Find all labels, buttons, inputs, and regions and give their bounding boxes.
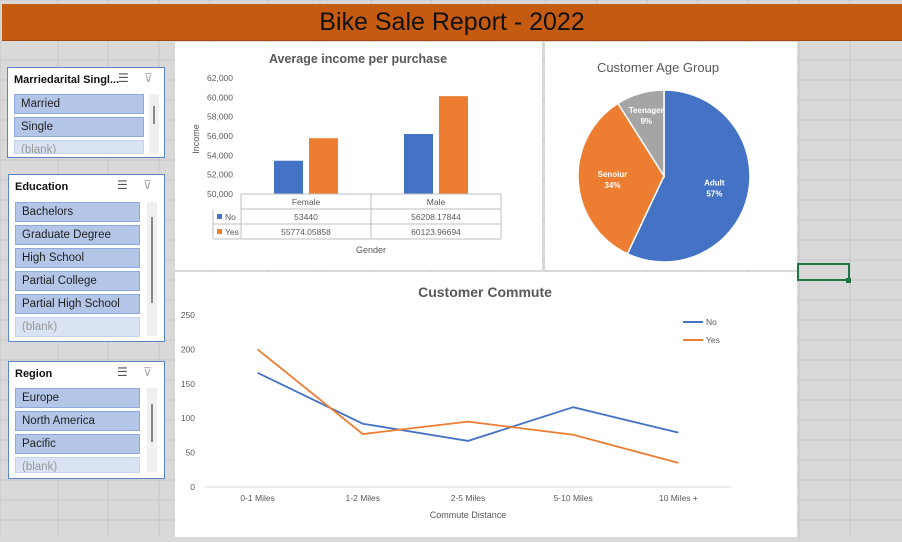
table-header: Male bbox=[427, 197, 446, 207]
legend-label-yes: Yes bbox=[706, 335, 720, 345]
chart-title: Customer Commute bbox=[418, 284, 552, 300]
fill-handle[interactable] bbox=[846, 278, 851, 283]
pie-label-senoiur: Senoiur bbox=[598, 170, 628, 179]
slicer-education[interactable]: Education ☰ ⊽ Bachelors Graduate Degree … bbox=[8, 174, 165, 342]
report-title: Bike Sale Report - 2022 bbox=[319, 8, 585, 36]
multi-select-icon[interactable]: ☰ bbox=[117, 365, 128, 379]
clear-filter-icon[interactable]: ⊽ bbox=[143, 178, 152, 192]
scrollbar-thumb[interactable] bbox=[153, 106, 155, 124]
age-pie-chart: Customer Age Group Adult 57% Senoiur 34% Tee… bbox=[577, 60, 751, 263]
y-tick-label: 150 bbox=[181, 379, 195, 389]
pie-percent-senoiur: 34% bbox=[604, 181, 620, 190]
income-chart-panel[interactable]: Average income per purchase Income Gende… bbox=[175, 42, 542, 270]
slicer-item-bachelors[interactable]: Bachelors bbox=[15, 202, 140, 222]
y-tick-label: 60,000 bbox=[207, 92, 233, 102]
slicer-item-europe[interactable]: Europe bbox=[15, 388, 140, 408]
bar-no-female bbox=[274, 160, 303, 194]
slicer-title: Education bbox=[15, 181, 69, 193]
table-cell: 60123.96694 bbox=[411, 227, 461, 237]
commute-chart-panel[interactable]: Customer Commute Commute Distance 0 50 100… bbox=[175, 272, 797, 537]
multi-select-icon[interactable]: ☰ bbox=[117, 178, 128, 192]
x-axis-label: Gender bbox=[356, 245, 386, 255]
x-tick-label: 5-10 Miles bbox=[554, 493, 593, 503]
table-cell: 53440 bbox=[294, 212, 318, 222]
slicer-region[interactable]: Region ☰ ⊽ Europe North America Pacific … bbox=[8, 361, 165, 479]
legend-label: No bbox=[225, 212, 236, 222]
pie-percent-teenager: 9% bbox=[640, 117, 652, 126]
bar-yes-male bbox=[439, 96, 468, 194]
slicer-item-graduate-degree[interactable]: Graduate Degree bbox=[15, 225, 140, 245]
y-tick-label: 250 bbox=[181, 310, 195, 320]
report-title-bar: Bike Sale Report - 2022 bbox=[2, 4, 902, 41]
slicer-item-pacific[interactable]: Pacific bbox=[15, 434, 140, 454]
slicer-item-north-america[interactable]: North America bbox=[15, 411, 140, 431]
selected-cell[interactable] bbox=[797, 263, 850, 281]
y-tick-label: 0 bbox=[190, 482, 195, 492]
y-tick-label: 200 bbox=[181, 344, 195, 354]
bar-no-male bbox=[404, 133, 433, 194]
slicer-item-blank[interactable]: (blank) bbox=[15, 317, 140, 337]
age-chart-panel[interactable]: Customer Age Group Adult 57% Senoiur 34% Tee… bbox=[545, 42, 797, 270]
slicer-title: Marriedarital Singl... bbox=[14, 74, 120, 86]
y-tick-label: 62,000 bbox=[207, 73, 233, 83]
pie-slice-adult bbox=[626, 89, 751, 263]
chart-title: Average income per purchase bbox=[269, 52, 447, 66]
scrollbar-track[interactable] bbox=[149, 94, 159, 154]
slicer-title: Region bbox=[15, 368, 53, 380]
slicer-item-blank[interactable]: (blank) bbox=[14, 140, 144, 154]
legend-swatch-yes bbox=[217, 229, 222, 234]
multi-select-icon[interactable]: ☰ bbox=[118, 71, 129, 85]
x-tick-label: 1-2 Miles bbox=[346, 493, 380, 503]
clear-filter-icon[interactable]: ⊽ bbox=[144, 71, 153, 85]
income-bar-chart: Average income per purchase Income Gende… bbox=[191, 52, 502, 255]
y-tick-label: 50,000 bbox=[207, 189, 233, 199]
slicer-marital-status[interactable]: Marriedarital Singl... ☰ ⊽ Married Singl… bbox=[7, 67, 165, 158]
pie-label-teenager: Teenager bbox=[629, 106, 664, 115]
slicer-item-blank[interactable]: (blank) bbox=[15, 457, 140, 473]
legend-label-no: No bbox=[706, 317, 717, 327]
line-series-no bbox=[257, 371, 679, 442]
y-tick-label: 54,000 bbox=[207, 150, 233, 160]
y-tick-label: 56,000 bbox=[207, 131, 233, 141]
table-cell: 56208.17844 bbox=[411, 212, 461, 222]
bar-yes-female bbox=[309, 138, 338, 194]
legend-swatch-no bbox=[217, 214, 222, 219]
y-tick-label: 100 bbox=[181, 413, 195, 423]
pie-label-adult: Adult bbox=[704, 178, 725, 187]
pie-percent-adult: 57% bbox=[706, 189, 722, 198]
x-axis-label: Commute Distance bbox=[430, 510, 507, 520]
y-tick-label: 50 bbox=[186, 448, 196, 458]
commute-line-chart: Customer Commute Commute Distance 0 50 100… bbox=[181, 284, 731, 520]
line-series-yes bbox=[257, 348, 679, 464]
slicer-item-partial-college[interactable]: Partial College bbox=[15, 271, 140, 291]
x-tick-label: 0-1 Miles bbox=[240, 493, 274, 503]
y-axis-label: Income bbox=[191, 124, 201, 154]
slicer-item-partial-high-school[interactable]: Partial High School bbox=[15, 294, 140, 314]
x-tick-label: 10 Miles + bbox=[659, 493, 698, 503]
chart-title: Customer Age Group bbox=[597, 60, 719, 75]
slicer-item-single[interactable]: Single bbox=[14, 117, 144, 137]
x-tick-label: 2-5 Miles bbox=[451, 493, 485, 503]
scrollbar-thumb[interactable] bbox=[151, 217, 153, 303]
legend-label: Yes bbox=[225, 227, 239, 237]
pie-slice-senoiur bbox=[577, 102, 665, 255]
y-tick-label: 52,000 bbox=[207, 170, 233, 180]
table-header: Female bbox=[292, 197, 321, 207]
table-cell: 55774.05858 bbox=[281, 227, 331, 237]
y-tick-label: 58,000 bbox=[207, 112, 233, 122]
slicer-item-married[interactable]: Married bbox=[14, 94, 144, 114]
clear-filter-icon[interactable]: ⊽ bbox=[143, 365, 152, 379]
scrollbar-thumb[interactable] bbox=[151, 404, 153, 442]
pie-slice-teenager bbox=[616, 89, 665, 179]
slicer-item-high-school[interactable]: High School bbox=[15, 248, 140, 268]
